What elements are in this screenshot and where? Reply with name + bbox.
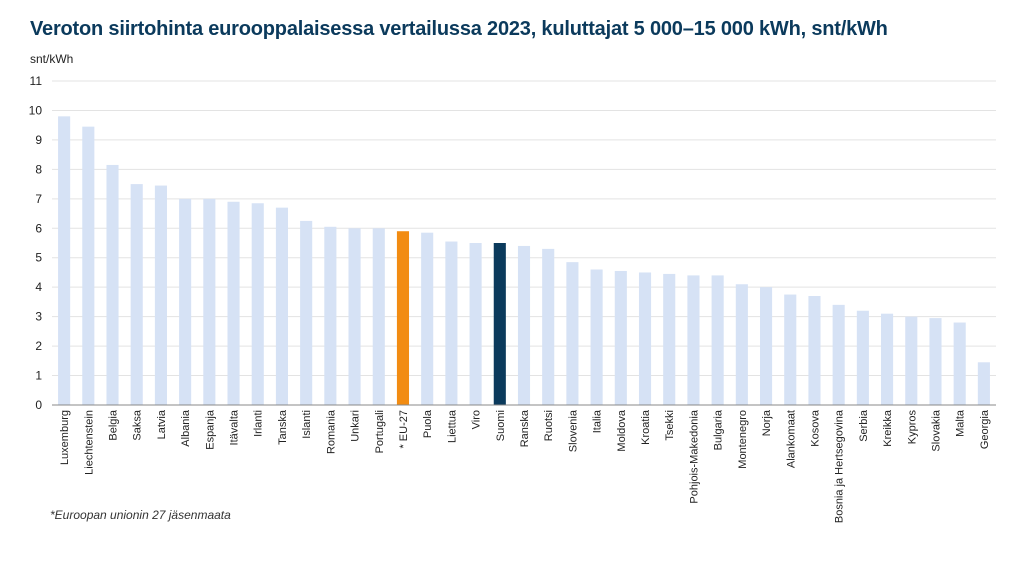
bar: [227, 201, 240, 405]
x-tick-label: Puola: [422, 409, 434, 438]
x-tick-label: Moldova: [616, 409, 628, 451]
bar: [590, 269, 603, 405]
bar: [396, 231, 410, 405]
x-tick-label: Kreikka: [882, 409, 894, 447]
bar: [517, 245, 531, 405]
bar: [808, 296, 821, 405]
x-tick-label: Liechtenstein: [83, 410, 95, 475]
bar: [179, 198, 192, 405]
y-tick-label: 3: [35, 310, 42, 324]
y-tick-label: 0: [35, 398, 42, 412]
bar: [251, 203, 264, 405]
y-tick-label: 1: [35, 369, 42, 383]
x-tick-label: Bosnia ja Hertsegovina: [834, 409, 846, 523]
x-tick-label: Belgia: [108, 409, 120, 440]
x-tick-label: Pohjois-Makedonia: [688, 409, 700, 503]
x-tick-label: Portugali: [374, 410, 386, 453]
bar: [154, 185, 167, 405]
bar: [106, 164, 119, 405]
x-tick-label: Latvia: [156, 409, 168, 439]
y-tick-label: 11: [30, 74, 43, 88]
bar: [784, 294, 797, 405]
bar: [275, 207, 288, 405]
bar: [300, 220, 313, 405]
x-tick-label: Slovakia: [930, 409, 942, 451]
x-tick-label: Kypros: [906, 410, 918, 445]
bar: [663, 273, 676, 405]
x-tick-label: Irlanti: [253, 410, 265, 437]
y-axis-unit-label: snt/kWh: [30, 52, 74, 66]
x-tick-label: Ruotsi: [543, 410, 555, 441]
bar: [445, 241, 458, 405]
x-tick-label: Liettua: [446, 409, 458, 443]
bar: [614, 270, 627, 405]
x-tick-label: Kosova: [809, 409, 821, 447]
x-tick-label: Bulgaria: [713, 409, 725, 450]
bar: [711, 275, 724, 405]
bar: [687, 275, 700, 405]
y-tick-label: 5: [35, 251, 42, 265]
bar: [760, 287, 773, 405]
bar: [324, 226, 337, 405]
bar: [421, 232, 434, 405]
bar: [493, 243, 506, 405]
bar: [469, 243, 482, 405]
bars: [58, 116, 990, 406]
x-tick-label: Tanska: [277, 409, 289, 445]
x-tick-label: Montenegro: [737, 410, 749, 469]
x-tick-label: Tsekki: [664, 410, 676, 441]
y-tick-label: 6: [35, 221, 42, 235]
bar: [977, 362, 990, 405]
bar: [929, 318, 942, 405]
x-axis-category-labels: Luxemburg Liechtenstein Belgia Saksa Latvia A…: [59, 409, 991, 523]
x-tick-label: Islanti: [301, 410, 313, 439]
bar: [348, 228, 361, 405]
chart-title: Veroton siirtohinta eurooppalaisessa ver…: [30, 18, 888, 40]
x-tick-label: Luxemburg: [59, 410, 71, 465]
y-tick-label: 9: [35, 133, 42, 147]
x-tick-label: Romania: [325, 409, 337, 454]
x-tick-label: Italia: [592, 409, 604, 433]
x-tick-label: Norja: [761, 409, 773, 436]
x-tick-label: Malta: [955, 409, 967, 437]
x-tick-label: Albania: [180, 409, 192, 447]
bar: [832, 304, 845, 405]
bar: [130, 184, 143, 405]
y-tick-label: 4: [35, 280, 42, 294]
x-tick-label: Alankomaat: [785, 410, 797, 468]
y-tick-label: 10: [29, 103, 43, 117]
x-tick-label: Suomi: [495, 410, 507, 441]
bar: [566, 262, 579, 405]
bar: [735, 284, 748, 405]
x-tick-label: Saksa: [132, 409, 144, 440]
y-tick-label: 2: [35, 339, 42, 353]
bar: [203, 198, 216, 405]
x-tick-label: * EU-27: [398, 410, 410, 449]
x-tick-label: Espanja: [204, 409, 216, 450]
bar: [881, 313, 894, 405]
x-tick-label: Slovenia: [567, 409, 579, 452]
bar: [638, 272, 652, 405]
bar: [82, 126, 95, 406]
bar: [372, 228, 385, 405]
x-tick-label: Georgia: [979, 409, 991, 449]
y-tick-label: 8: [35, 162, 42, 176]
bar: [905, 316, 918, 405]
x-tick-label: Serbia: [858, 409, 870, 442]
y-axis-ticks: 0 1 2 3 4 5 6 7 8 9 10 11: [29, 74, 43, 412]
bar: [58, 116, 71, 405]
x-tick-label: Unkari: [350, 410, 362, 442]
x-tick-label: Ranska: [519, 409, 531, 447]
bar: [953, 322, 966, 405]
y-tick-label: 7: [35, 192, 42, 206]
bar: [542, 248, 555, 405]
bar: [856, 310, 869, 405]
x-tick-label: Kroatia: [640, 409, 652, 445]
footnote: *Euroopan unionin 27 jäsenmaata: [50, 508, 231, 522]
x-tick-label: Viro: [471, 410, 483, 429]
x-tick-label: Itävalta: [229, 409, 241, 445]
